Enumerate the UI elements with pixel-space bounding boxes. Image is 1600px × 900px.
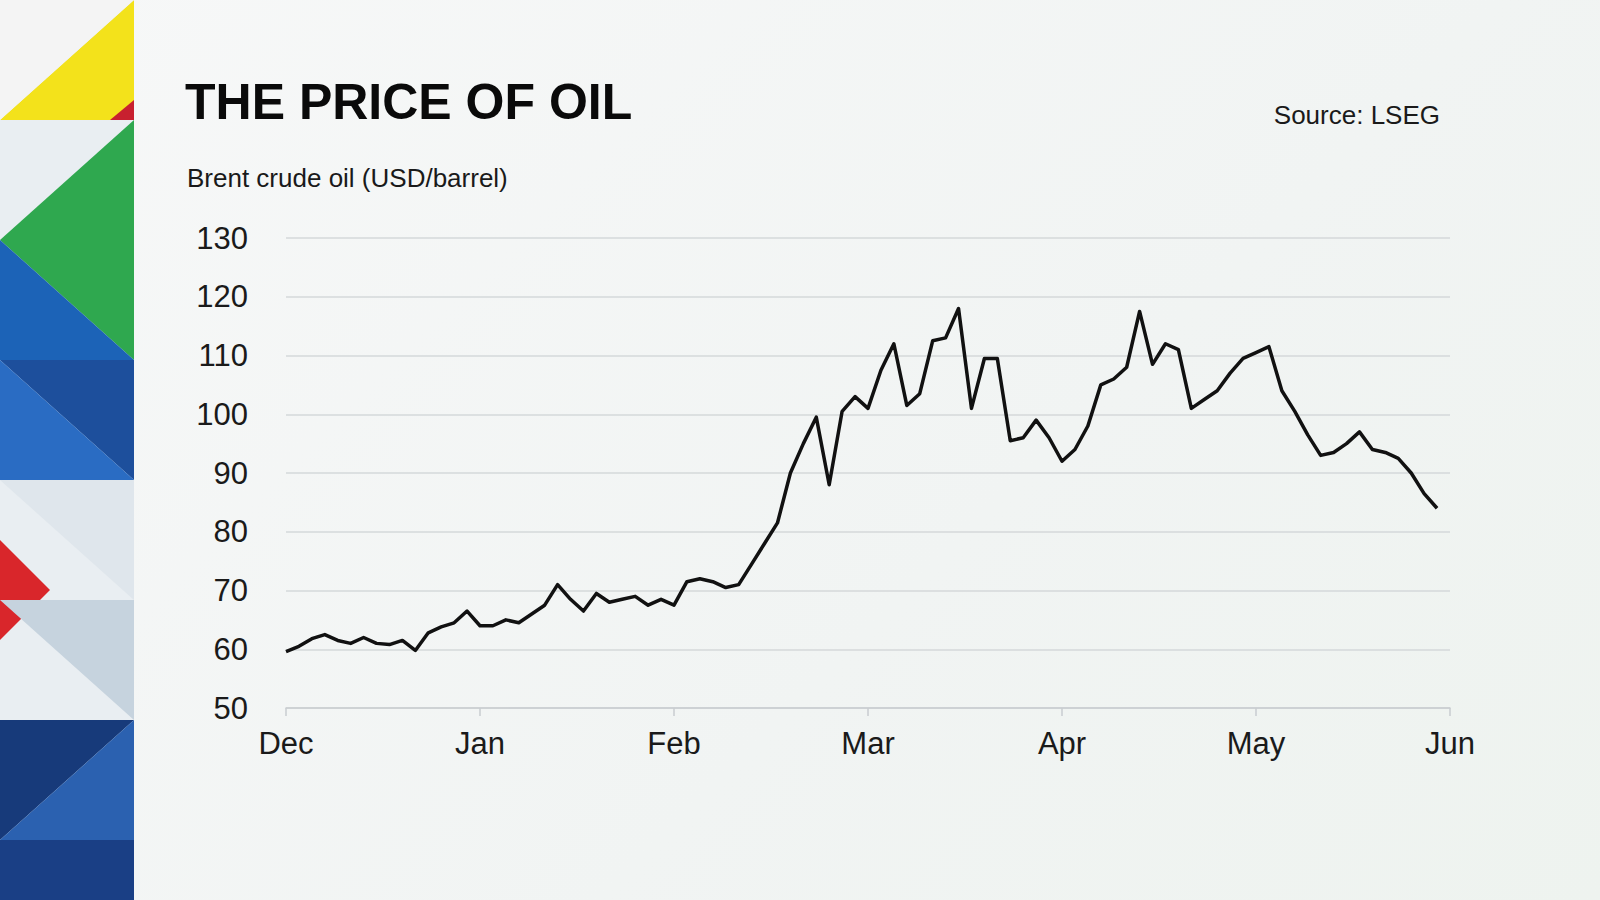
svg-text:Mar: Mar bbox=[841, 726, 894, 761]
svg-text:130: 130 bbox=[196, 221, 248, 256]
svg-text:May: May bbox=[1227, 726, 1286, 761]
svg-text:Apr: Apr bbox=[1038, 726, 1086, 761]
svg-text:THE PRICE OF OIL: THE PRICE OF OIL bbox=[185, 74, 632, 130]
svg-text:120: 120 bbox=[196, 279, 248, 314]
svg-text:80: 80 bbox=[214, 514, 248, 549]
svg-text:Jun: Jun bbox=[1425, 726, 1475, 761]
svg-text:60: 60 bbox=[214, 632, 248, 667]
svg-text:Brent crude oil (USD/barrel): Brent crude oil (USD/barrel) bbox=[187, 163, 508, 193]
svg-text:100: 100 bbox=[196, 397, 248, 432]
svg-text:Dec: Dec bbox=[258, 726, 313, 761]
svg-text:Feb: Feb bbox=[647, 726, 700, 761]
svg-text:Source: LSEG: Source: LSEG bbox=[1274, 100, 1440, 130]
svg-text:70: 70 bbox=[214, 573, 248, 608]
svg-text:50: 50 bbox=[214, 691, 248, 726]
svg-text:90: 90 bbox=[214, 456, 248, 491]
svg-text:110: 110 bbox=[199, 338, 248, 373]
svg-text:Jan: Jan bbox=[455, 726, 505, 761]
